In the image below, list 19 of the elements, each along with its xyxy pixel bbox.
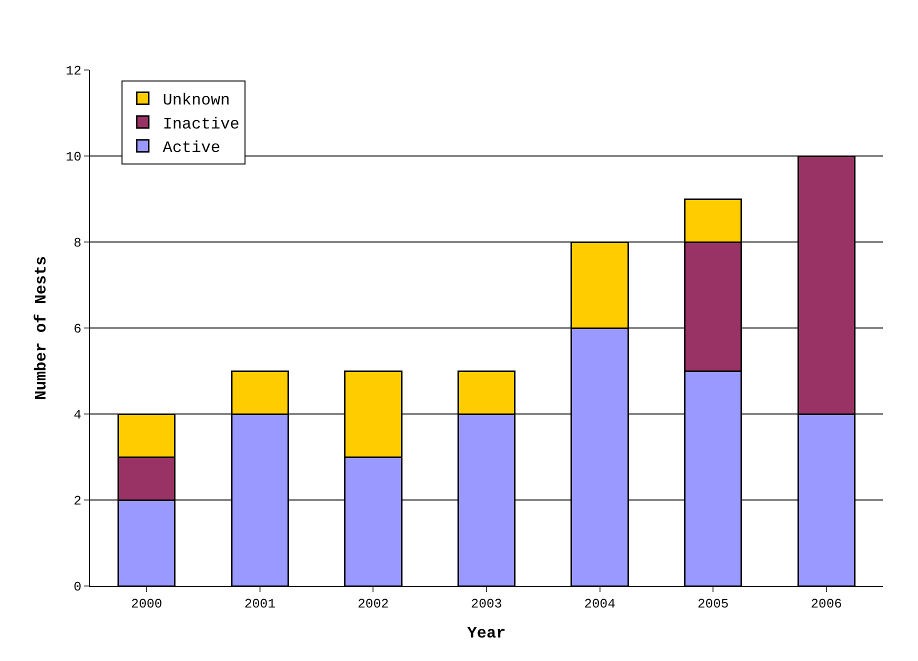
legend-label: Active — [162, 139, 220, 158]
x-tick-label: 2000 — [131, 596, 162, 612]
x-axis-title: Year — [467, 624, 506, 642]
y-tick-label: 10 — [66, 150, 82, 165]
y-axis-title: Number of Nests — [32, 256, 51, 400]
y-tick-label: 6 — [74, 322, 82, 337]
x-tick-label: 2006 — [810, 596, 842, 612]
y-tick-label: 0 — [74, 580, 82, 595]
y-tick-label: 8 — [74, 236, 82, 251]
x-tick-label: 2002 — [358, 596, 389, 612]
x-tick-label: 2001 — [244, 596, 276, 612]
legend-label: Unknown — [162, 91, 230, 110]
y-tick-label: 4 — [74, 408, 82, 423]
y-tick-label: 12 — [66, 64, 82, 79]
y-tick-label: 2 — [74, 494, 82, 509]
legend-label: Inactive — [162, 115, 240, 134]
x-tick-label: 2003 — [470, 596, 502, 612]
x-tick-label: 2005 — [697, 596, 729, 612]
x-tick-label: 2004 — [584, 596, 616, 612]
